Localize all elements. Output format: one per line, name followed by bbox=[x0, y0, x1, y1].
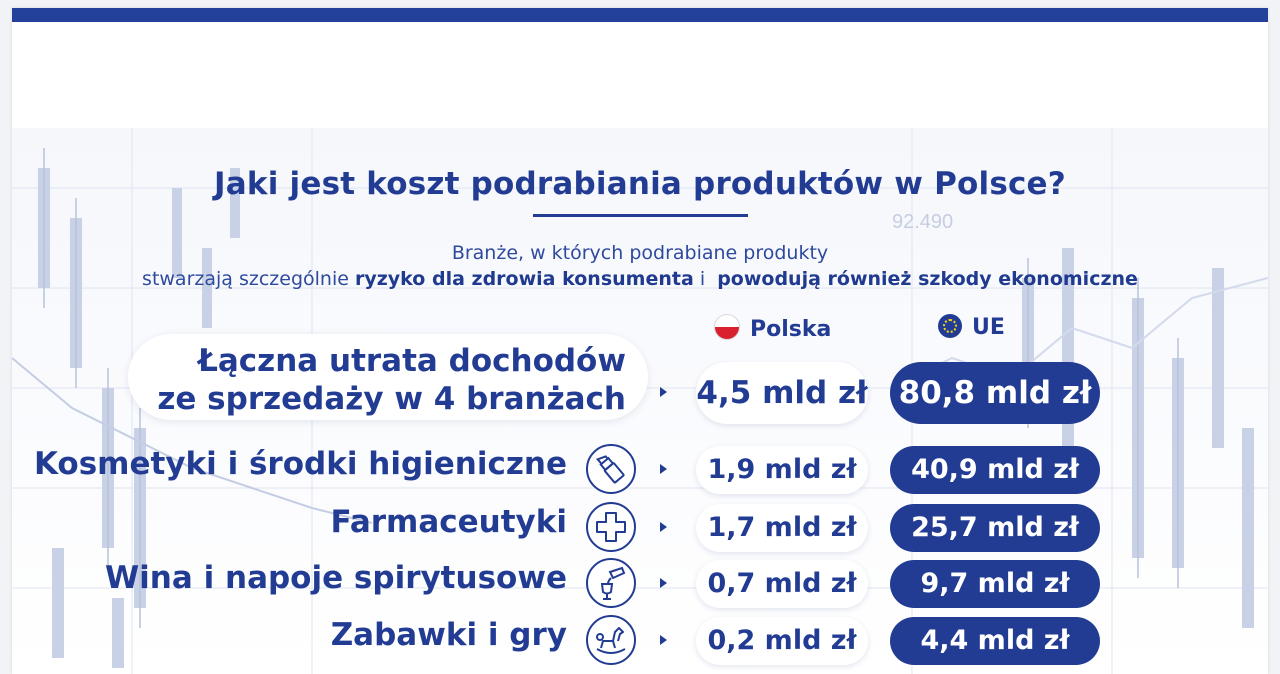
value-eu-pharmaceuticals: 25,7 mld zł bbox=[890, 504, 1100, 552]
subtitle-bold-health: ryzyko dla zdrowia konsumenta bbox=[354, 268, 694, 290]
column-label-poland: Polska bbox=[750, 317, 832, 342]
arrow-right-icon bbox=[660, 387, 667, 397]
medical-cross-icon bbox=[586, 502, 636, 552]
lipstick-icon bbox=[586, 444, 636, 494]
subtitle-line-1: Branże, w których podrabiane produkty bbox=[451, 242, 829, 264]
category-label-pharmaceuticals: Farmaceutyki bbox=[330, 504, 567, 540]
value-poland-cosmetics: 1,9 mld zł bbox=[696, 446, 868, 494]
top-accent-bar bbox=[12, 8, 1268, 22]
total-value-eu: 80,8 mld zł bbox=[890, 362, 1100, 424]
value-poland-wines: 0,7 mld zł bbox=[696, 560, 868, 608]
total-label-pill bbox=[128, 334, 648, 420]
svg-text:92.490: 92.490 bbox=[892, 211, 953, 233]
subtitle-text-mid: i bbox=[699, 268, 706, 290]
category-label-wines: Wina i napoje spirytusowe bbox=[104, 560, 567, 596]
subtitle: Branże, w których podrabiane produkty st… bbox=[12, 240, 1268, 292]
column-header-poland: Polska bbox=[714, 314, 831, 342]
eu-flag-icon bbox=[938, 314, 962, 338]
value-eu-wines: 9,7 mld zł bbox=[890, 560, 1100, 608]
arrow-right-icon bbox=[660, 522, 667, 532]
value-poland-toys: 0,2 mld zł bbox=[696, 617, 868, 665]
arrow-right-icon bbox=[660, 464, 667, 474]
subtitle-text-start: stwarzają szczególnie bbox=[142, 268, 349, 290]
value-eu-cosmetics: 40,9 mld zł bbox=[890, 446, 1100, 494]
total-value-poland: 4,5 mld zł bbox=[696, 362, 868, 424]
category-label-cosmetics: Kosmetyki i środki higieniczne bbox=[33, 446, 567, 482]
arrow-right-icon bbox=[660, 578, 667, 588]
subtitle-bold-economic: powodują również szkody ekonomiczne bbox=[717, 268, 1138, 290]
wine-pour-icon bbox=[586, 558, 636, 608]
value-poland-pharmaceuticals: 1,7 mld zł bbox=[696, 504, 868, 552]
total-label: Łączna utrata dochodów ze sprzedaży w 4 … bbox=[130, 342, 626, 418]
total-label-line-1: Łączna utrata dochodów bbox=[197, 343, 626, 379]
poland-flag-icon bbox=[714, 314, 740, 340]
page-title: Jaki jest koszt podrabiania produktów w … bbox=[214, 166, 1066, 202]
column-label-eu: UE bbox=[972, 315, 1005, 340]
value-eu-toys: 4,4 mld zł bbox=[890, 617, 1100, 665]
rocking-horse-icon bbox=[586, 615, 636, 665]
column-header-eu: UE bbox=[938, 314, 1005, 340]
header-blank-area bbox=[12, 22, 1268, 128]
total-label-line-2: ze sprzedaży w 4 branżach bbox=[157, 381, 626, 417]
infographic-content: 92.490 Jaki jest koszt podrabiania produ… bbox=[12, 128, 1268, 674]
category-label-toys: Zabawki i gry bbox=[330, 617, 567, 653]
arrow-right-icon bbox=[660, 635, 667, 645]
subtitle-line-2: stwarzają szczególnie ryzyko dla zdrowia… bbox=[12, 266, 1268, 292]
title-underline bbox=[533, 214, 748, 217]
infographic-page: 92.490 Jaki jest koszt podrabiania produ… bbox=[12, 8, 1268, 674]
